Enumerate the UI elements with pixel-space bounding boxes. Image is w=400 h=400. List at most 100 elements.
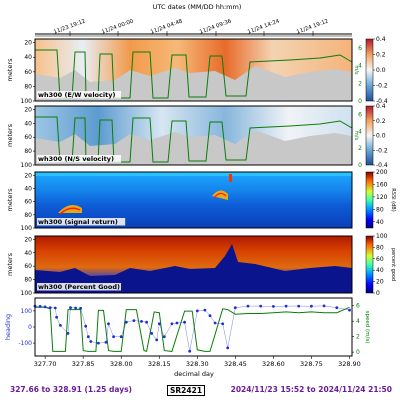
x-tick-label: 328.00	[110, 360, 133, 368]
x-tick-label: 328.75	[300, 360, 323, 368]
speed-tick-label: 4	[356, 318, 360, 325]
top-tick-labels: 11/23 19:12 11/24 00:00 11/24 04:48 11/24 0…	[53, 18, 329, 36]
panel-label: wh300 (Percent Good)	[38, 283, 120, 291]
heading-point	[69, 306, 72, 310]
heading-point	[259, 304, 263, 308]
heading-point	[221, 322, 225, 326]
heading-point	[86, 335, 90, 339]
heading-point	[84, 324, 88, 328]
colorbar-tick-label: 120	[376, 194, 388, 201]
heading-point	[195, 309, 199, 313]
y-tick-label: 80	[24, 212, 32, 219]
colorbar-label: RSSI (dB)	[390, 188, 396, 211]
overlay-tick-label: 4	[358, 128, 362, 135]
x-tick-label: 328.45	[224, 360, 247, 368]
heading-point	[74, 306, 77, 310]
overlay-tick-label: 2	[358, 80, 362, 87]
percent-good-low-region	[35, 244, 352, 293]
speed-axis-label: speed (m/s)	[364, 311, 370, 344]
colorbar-tick-label: 0.0	[376, 67, 386, 74]
x-tick-label: 327.70	[34, 360, 57, 368]
colorbars: 0.4 0.2 0.0 -0.2 -0.4 0 2 4 6 m/s 0.4 0.2 0.0 -0.2 -0.…	[353, 36, 396, 297]
colorbar-label: percent good	[390, 248, 396, 281]
top-tick-label: 11/23 19:12	[53, 19, 86, 36]
colorbar	[365, 171, 374, 229]
y-axis-label: meters	[6, 58, 14, 82]
overlay-tick-label: 4	[358, 63, 362, 70]
overlay-tick-label: 6	[358, 111, 362, 118]
heading-point	[104, 340, 108, 344]
heading-tick-label: 0	[28, 324, 32, 331]
colorbar-tick-label: 100	[376, 233, 388, 240]
colorbar-tick-label: -0.4	[376, 162, 388, 169]
heading-point	[322, 304, 326, 308]
heading-point	[124, 320, 128, 324]
y-tick-label: 100	[21, 225, 33, 232]
top-time-axis: UTC dates (MM/DD hh:mm) 11/23 19:12 11/24…	[35, 3, 352, 37]
heading-point	[284, 304, 288, 308]
y-tick-label: 20	[24, 40, 32, 47]
footer-timespan: 2024/11/23 15:52 to 2024/11/24 21:50	[230, 385, 392, 394]
x-tick-label: 328.90	[338, 360, 361, 368]
heading-point	[79, 306, 82, 310]
heading-point	[175, 321, 179, 325]
heading-tick-label: 100	[21, 308, 33, 315]
panel-label-bg	[37, 283, 121, 291]
overlay-tick-label: 0	[358, 98, 362, 105]
x-tick-label: 328.60	[262, 360, 285, 368]
colorbar	[365, 235, 374, 294]
heading-point	[183, 320, 187, 324]
heading-point	[140, 320, 143, 323]
heading-point	[132, 319, 136, 322]
panel-label-bg	[37, 155, 121, 163]
colorbar-tick-label: 40	[376, 219, 384, 226]
colorbar-tick-label: 20	[376, 279, 384, 286]
heading-point	[119, 335, 123, 339]
heading-point	[208, 314, 212, 318]
heading-tick-label: -100	[18, 340, 32, 347]
y-axis-label: meters	[6, 123, 14, 147]
heading-point	[188, 349, 192, 353]
bottom-axis: 327.70 327.85 328.00 328.15 328.30 328.45 328.…	[34, 356, 361, 378]
ns-speed-line	[35, 116, 353, 163]
colorbar-tick-label: 160	[376, 181, 388, 188]
y-tick-label: 80	[24, 148, 32, 155]
colorbar	[365, 38, 374, 102]
panel-label: wh300 (E/W velocity)	[38, 91, 115, 99]
colorbar-tick-label: 80	[376, 206, 384, 213]
overlay-tick-label: 0	[358, 162, 362, 169]
ew-speed-line	[35, 49, 353, 99]
heading-axis-label: heading	[4, 314, 12, 340]
heading-point	[97, 341, 100, 345]
y-tick-label: 60	[24, 69, 32, 76]
heading-point	[55, 315, 58, 319]
y-axis-label: meters	[6, 188, 14, 212]
y-tick-label: 40	[24, 250, 32, 257]
colorbar-tick-label: 0.2	[376, 118, 386, 125]
colorbar-tick-label: 200	[376, 169, 388, 176]
heading-point	[162, 335, 166, 339]
heading-point	[348, 308, 351, 312]
y-tick-label: 60	[24, 263, 32, 270]
y-tick-label: 40	[24, 185, 32, 192]
colorbar-tick-label: -0.2	[376, 83, 388, 90]
colorbar-tick-label: 0	[376, 290, 380, 297]
heading-point	[335, 306, 339, 310]
colorbar-tick-label: 80	[376, 244, 384, 251]
heading-point	[310, 304, 313, 308]
heading-point	[43, 305, 47, 309]
heading-point	[150, 332, 154, 335]
panel-heading-speed: 100 0 -100 heading 6 4 2 0 speed (m/s)	[4, 297, 370, 357]
y-tick-label: 60	[24, 134, 32, 141]
heading-speed-lines: 100 0 -100 heading 6 4 2 0 speed (m/s)	[4, 303, 370, 356]
heading-point	[170, 322, 174, 326]
footer-range: 327.66 to 328.91 (1.25 days)	[10, 385, 132, 394]
x-axis-label: decimal day	[174, 370, 214, 378]
y-tick-label: 20	[24, 236, 32, 243]
colorbar-tick-label: 0.0	[376, 133, 386, 140]
heading-point	[213, 321, 217, 325]
panel-ew-velocity	[34, 38, 353, 102]
panel-percent-good	[34, 235, 353, 294]
footer-cruise-id: SR2421	[167, 385, 206, 396]
